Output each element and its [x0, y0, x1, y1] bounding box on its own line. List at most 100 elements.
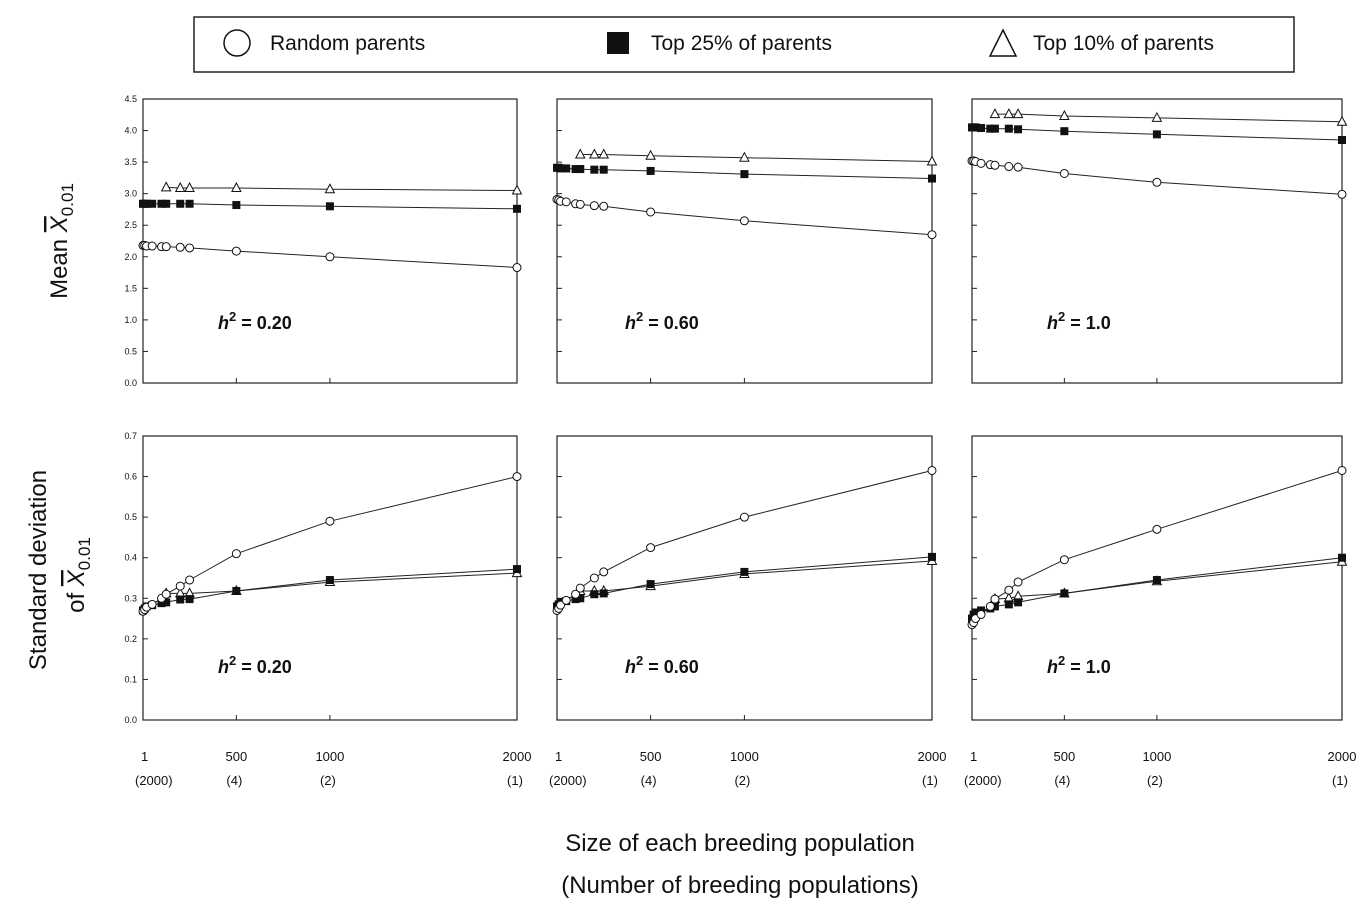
point-triangle	[589, 148, 600, 159]
x-tick-label: 1	[141, 749, 148, 764]
x-tick-sublabel: (2)	[320, 773, 336, 788]
point-square	[176, 199, 185, 208]
point-circle	[231, 246, 241, 256]
point-square	[1014, 598, 1023, 607]
point-square	[571, 165, 580, 174]
series-line-triangle-open	[166, 186, 518, 191]
h2-annotation: h2 = 0.20	[218, 653, 292, 677]
y-tick-label: 0.7	[124, 431, 137, 441]
point-triangle	[926, 155, 938, 166]
point-circle	[1337, 189, 1347, 199]
point-circle	[739, 216, 749, 226]
point-circle	[976, 610, 986, 620]
y-tick-label: 4.0	[124, 126, 137, 136]
h2-base: h	[218, 313, 229, 333]
x-tick-sublabel: (1)	[507, 773, 523, 788]
point-circle	[927, 230, 937, 240]
legend: Random parents Top 25% of parents Top 10…	[193, 16, 1295, 73]
plot-frame	[971, 98, 1343, 384]
point-circle	[599, 567, 609, 577]
series-line-triangle-open	[995, 113, 1343, 123]
h2-sup: 2	[229, 653, 236, 668]
panel-sd-h2-1.0: h2 = 1.0 1 (2000) 500 (4) 1000 (2) 2000 (1)	[964, 435, 1356, 788]
point-square	[576, 165, 585, 174]
point-triangle	[231, 181, 242, 192]
point-square	[590, 165, 599, 174]
point-circle	[976, 158, 986, 168]
series-line-triangle-open	[580, 560, 933, 592]
x-tick-sublabel: (2000)	[549, 773, 587, 788]
point-circle	[1013, 577, 1023, 587]
plot-frame	[556, 435, 933, 721]
point-square	[185, 199, 194, 208]
point-triangle	[174, 181, 186, 192]
x-tick-label: 1	[555, 749, 562, 764]
point-square	[1338, 136, 1346, 145]
h2-value: = 1.0	[1065, 313, 1111, 333]
y-tick-label: 0.6	[124, 472, 137, 482]
point-circle	[1013, 162, 1023, 172]
point-square	[148, 199, 157, 208]
legend-label-top25: Top 25% of parents	[651, 32, 832, 55]
h2-base: h	[625, 313, 636, 333]
point-triangle	[1336, 115, 1348, 126]
point-circle	[175, 242, 185, 252]
point-square	[576, 594, 585, 603]
point-circle	[556, 600, 566, 610]
point-triangle	[324, 183, 336, 194]
point-circle	[231, 549, 241, 559]
point-circle	[325, 252, 335, 262]
ylabel-top-symbol: X	[46, 215, 73, 233]
panel-mean-h2-1.0: h2 = 1.0	[967, 98, 1348, 384]
point-square	[986, 124, 995, 133]
xlabel-line2: (Number of breeding populations)	[561, 872, 919, 899]
point-circle	[512, 263, 522, 273]
point-triangle	[989, 108, 1001, 119]
point-triangle	[1003, 108, 1015, 119]
panel-sd-h2-0.60: h2 = 0.60 1 (2000) 500 (4) 1000 (2) 2000 (1)	[549, 435, 946, 788]
point-square	[740, 567, 749, 576]
point-triangle	[739, 151, 750, 162]
point-triangle	[511, 184, 523, 195]
point-square	[646, 166, 655, 175]
point-square	[556, 164, 565, 173]
xlabel-line1: Size of each breeding population	[565, 830, 915, 857]
point-circle	[599, 201, 609, 211]
y-tick-label: 0.3	[124, 593, 137, 603]
point-square	[1152, 130, 1161, 139]
y-tick-label: 0.0	[124, 378, 137, 388]
x-tick-sublabel: (4)	[226, 773, 242, 788]
point-circle	[161, 589, 171, 599]
x-tick-label: 1000	[730, 749, 759, 764]
point-circle	[990, 160, 1000, 170]
plot-frame	[142, 98, 518, 384]
point-circle	[571, 589, 581, 599]
h2-base: h	[218, 657, 229, 677]
h2-value: = 0.20	[236, 313, 292, 333]
point-circle	[575, 199, 585, 209]
y-tick-label: 0.0	[124, 715, 137, 725]
point-square	[740, 170, 749, 179]
h2-value: = 0.60	[643, 313, 699, 333]
panel-mean-h2-0.20: 0.0 0.5 1.0 1.5 2.0 2.5 3.0 3.5 4.0 4.5 h2 = 0.20	[124, 94, 523, 388]
point-triangle	[1059, 109, 1070, 121]
point-circle	[147, 241, 157, 251]
ylabel-bottom-line1: Standard deviation	[25, 470, 52, 670]
point-square	[1014, 125, 1023, 134]
point-triangle	[645, 149, 656, 160]
point-circle	[185, 575, 195, 585]
y-tick-label: 2.5	[124, 220, 137, 230]
x-tick-sublabel: (4)	[1054, 773, 1070, 788]
point-square	[1004, 600, 1013, 609]
y-tick-label: 4.5	[124, 94, 137, 104]
point-circle	[1004, 162, 1014, 172]
series-line-triangle-open	[580, 154, 933, 162]
point-square	[325, 576, 334, 585]
h2-base: h	[1047, 313, 1058, 333]
point-square	[590, 590, 599, 599]
x-tick-sublabel: (2000)	[964, 773, 1002, 788]
point-square	[325, 202, 334, 211]
point-square	[571, 595, 580, 604]
point-circle	[646, 543, 656, 553]
